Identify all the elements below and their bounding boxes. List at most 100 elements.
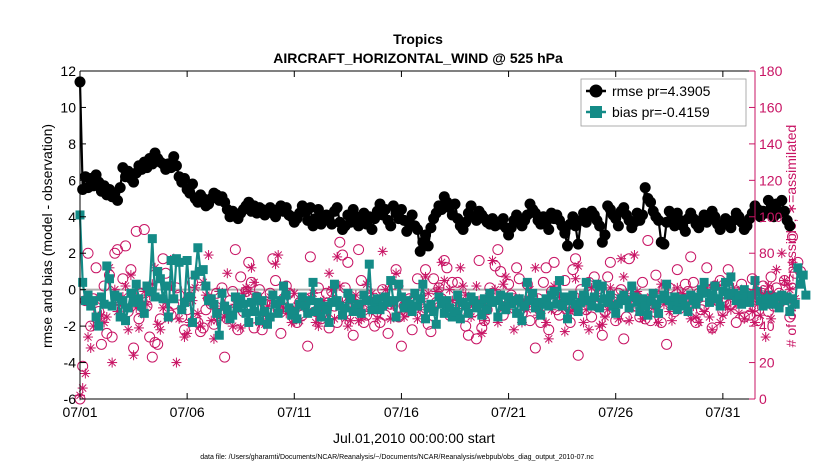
bias-point [512,308,522,318]
obs-possible-point [701,262,713,274]
obs-possible-point [425,326,437,338]
obs-assimilated-point [530,262,541,273]
rmse-point [645,196,657,208]
plot-area [74,76,811,405]
bias-point [252,292,262,302]
bias-point [461,301,471,311]
obs-assimilated-point [739,313,750,324]
bias-point [386,276,396,286]
obs-assimilated-point [192,308,203,319]
bias-point [790,299,800,309]
obs-possible-point [130,225,142,237]
bias-point [96,292,106,302]
bias-point [667,301,677,311]
rmse-point [414,245,426,257]
asterisk-stroke [692,313,700,321]
legend-bias-marker [590,106,602,118]
obs-assimilated-point [152,319,163,330]
obs-assimilated-point [458,281,469,292]
rmse-point [599,229,611,241]
obs-possible-point [235,271,247,283]
obs-assimilated-point [77,383,88,394]
obs-assimilated-point [174,313,185,324]
asterisk-stroke [788,258,797,267]
y2-tick-label: 160 [759,99,783,115]
bias-point [702,288,712,298]
obs-assimilated-point [594,321,605,332]
bias-point [699,277,709,287]
bias-point [150,292,160,302]
bias-point [611,308,621,318]
y2-tick-label: 120 [759,172,783,188]
obs-possible-point [219,351,231,363]
rmse-point [637,209,648,221]
bias-point [415,294,425,304]
y-tick-label: 2 [68,245,76,261]
bias-point [796,279,806,289]
bias-point [490,296,500,306]
bias-point [303,308,313,318]
asterisk-stroke [477,329,486,338]
bias-point [509,296,519,306]
rmse-point [401,225,413,237]
obs-assimilated-point [222,268,233,279]
bias-point [378,301,388,311]
x-tick-label: 07/31 [705,404,740,420]
bias-point [632,297,642,307]
bias-point [713,294,722,304]
bias-point [335,301,345,311]
asterisk-stroke [183,329,192,338]
obs-possible-point [342,256,354,268]
bias-point [683,307,693,317]
obs-assimilated-point [412,313,423,324]
bias-point [155,274,165,284]
obs-assimilated-point [766,313,777,324]
obs-assimilated-point [243,286,254,297]
obs-assimilated-point [597,319,608,330]
obs-assimilated-point [666,315,677,326]
rmse-point [778,205,790,217]
bias-point [260,307,270,317]
obs-assimilated-point [717,310,728,321]
asterisk-stroke [84,333,92,341]
asterisk-stroke [242,283,250,292]
obs-assimilated-point [629,250,640,261]
obs-assimilated-point [439,275,450,286]
rmse-point [639,182,651,194]
bias-point [327,297,337,307]
obs-possible-point [470,333,482,345]
legend-rmse-label: rmse pr=4.3905 [612,83,711,99]
asterisk-stroke [510,325,518,334]
bias-point [292,314,302,324]
asterisk-stroke [223,269,232,278]
x-tick-label: 07/11 [277,404,311,420]
bias-point [142,281,152,291]
bias-point [638,294,647,304]
obs-assimilated-point [125,270,136,281]
bias-point [439,308,449,318]
y-tick-label: 4 [68,209,76,225]
bias-point [737,299,747,309]
obs-assimilated-point [763,281,774,292]
bias-point [541,294,551,304]
bias-point [161,281,171,291]
asterisk-stroke [668,316,676,325]
bias-point [648,288,658,298]
y2-tick-label: 20 [759,355,775,371]
asterisk-stroke [373,314,382,323]
bias-point [421,314,431,324]
bias-point [514,294,524,304]
x-tick-label: 07/26 [598,404,633,420]
obs-assimilated-point [83,332,94,343]
obs-assimilated-point [107,357,118,368]
asterisk-stroke [236,324,245,332]
obs-assimilated-point [570,273,581,284]
bias-point [747,290,757,300]
asterisk-stroke [175,314,183,323]
legend-bias-label: bias pr=-0.4159 [612,104,710,120]
obs-assimilated-point [128,350,139,361]
y-tick-label: -4 [64,355,77,371]
obs-possible-point [382,327,394,339]
bias-point [520,301,530,311]
